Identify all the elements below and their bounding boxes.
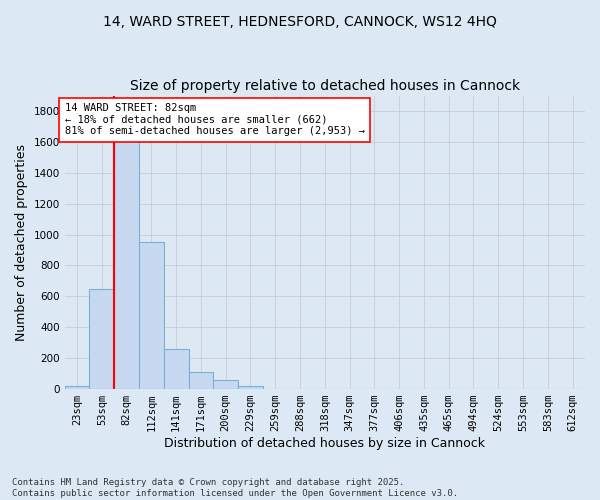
Bar <box>89 288 114 389</box>
Y-axis label: Number of detached properties: Number of detached properties <box>15 144 28 341</box>
Text: 14 WARD STREET: 82sqm
← 18% of detached houses are smaller (662)
81% of semi-det: 14 WARD STREET: 82sqm ← 18% of detached … <box>65 104 365 136</box>
Title: Size of property relative to detached houses in Cannock: Size of property relative to detached ho… <box>130 79 520 93</box>
Bar <box>139 242 164 389</box>
Bar <box>164 349 188 389</box>
Text: 14, WARD STREET, HEDNESFORD, CANNOCK, WS12 4HQ: 14, WARD STREET, HEDNESFORD, CANNOCK, WS… <box>103 15 497 29</box>
Bar <box>114 126 139 389</box>
Bar <box>214 380 238 389</box>
X-axis label: Distribution of detached houses by size in Cannock: Distribution of detached houses by size … <box>164 437 485 450</box>
Text: Contains HM Land Registry data © Crown copyright and database right 2025.
Contai: Contains HM Land Registry data © Crown c… <box>12 478 458 498</box>
Bar <box>238 386 263 389</box>
Bar <box>65 386 89 389</box>
Bar <box>188 372 214 389</box>
